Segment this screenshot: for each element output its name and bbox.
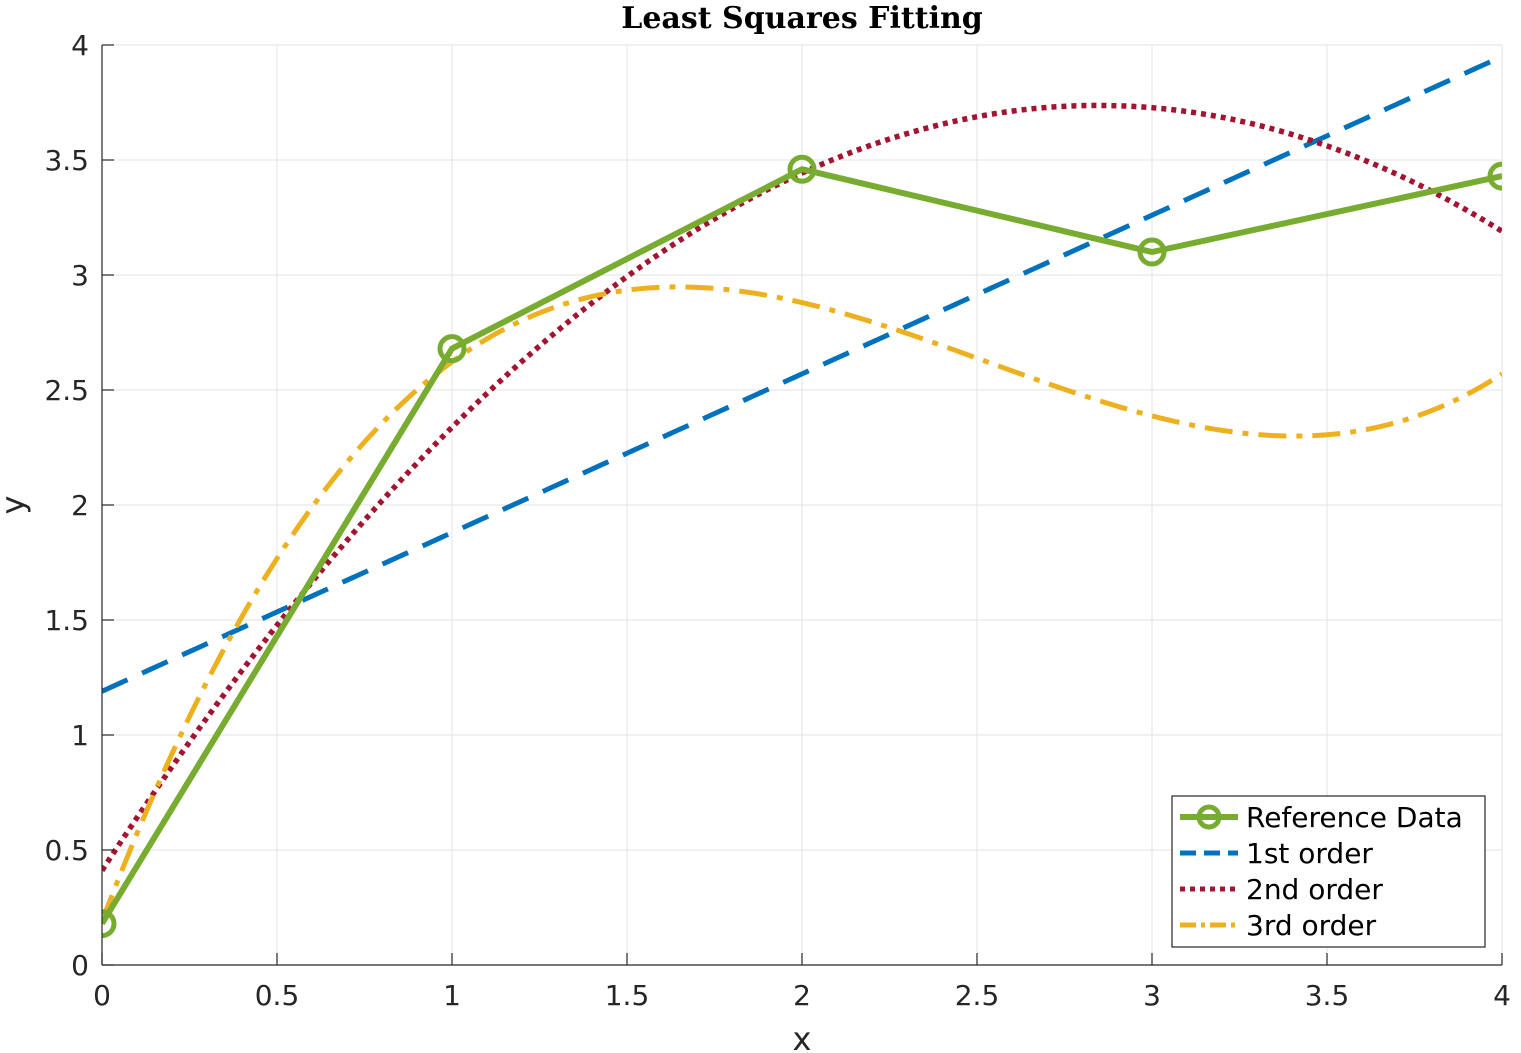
y-axis-label: y [0,496,32,515]
legend-label: 3rd order [1246,909,1377,942]
legend-label: 1st order [1246,837,1373,870]
chart-title: Least Squares Fitting [621,1,983,36]
series-layer [102,54,1502,939]
legend-item: 3rd order [1180,909,1377,942]
reference-point [787,154,817,184]
fit-curve [102,54,1502,694]
x-tick-label: 0.5 [255,979,300,1012]
x-tick-label: 1 [443,979,461,1012]
y-tick-label: 1.5 [44,604,89,637]
x-tick-label: 4 [1493,979,1511,1012]
x-tick-label: 1.5 [605,979,650,1012]
reference-line [102,166,1502,926]
x-tick-label: 0 [93,979,111,1012]
legend-marker [1196,804,1222,830]
y-tick-label: 3.5 [44,144,89,177]
legend-label: 2nd order [1246,873,1383,906]
x-tick-label: 3.5 [1305,979,1350,1012]
x-tick-label: 3 [1143,979,1161,1012]
x-axis-label: x [793,1020,812,1053]
series-reference-data [102,154,1502,939]
y-tick-label: 3 [71,259,89,292]
axes [101,44,1503,966]
legend-item: 2nd order [1180,873,1383,906]
fit-curve [102,102,1502,872]
x-tick-label: 2.5 [955,979,1000,1012]
y-tick-label: 4 [71,29,89,62]
series-2nd-order [102,102,1502,872]
series-1st-order [102,54,1502,694]
x-tick-label: 2 [793,979,811,1012]
y-tick-label: 0 [71,949,89,982]
y-tick-label: 2 [71,489,89,522]
legend-item: Reference Data [1180,801,1463,834]
y-tick-label: 1 [71,719,89,752]
reference-point [1137,237,1167,267]
series-3rd-order [102,284,1502,923]
fit-curve [102,284,1502,923]
y-tick-label: 0.5 [44,834,89,867]
reference-point [1487,161,1502,191]
legend-box [1171,795,1486,948]
tick-labels: 0 0.5 1 1.5 2 2.5 3 3.5 4 0 0.5 1 1.5 2 2.5 3 3.5 4 [44,29,1510,1012]
reference-point [102,909,117,939]
y-tick-label: 2.5 [44,374,89,407]
reference-point [437,334,467,364]
legend-item: 1st order [1180,837,1373,870]
legend-label: Reference Data [1246,801,1463,834]
